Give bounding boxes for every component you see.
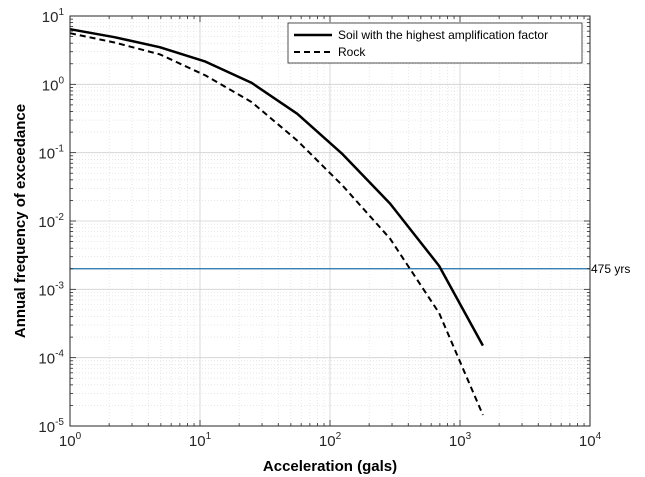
x-axis-label: Acceleration (gals)	[263, 458, 397, 475]
x-tick-label: 104	[579, 431, 602, 450]
y-axis-label: Annual frequency of exceedance	[12, 104, 29, 338]
tick-base: 10	[38, 214, 55, 231]
y-tick-label: 10-1	[38, 144, 64, 163]
tick-exponent: 2	[336, 431, 342, 442]
y-tick-label: 10-3	[38, 280, 64, 299]
legend-box	[287, 22, 583, 64]
legend: Soil with the highest amplification fact…	[287, 22, 583, 64]
tick-exponent: 3	[466, 431, 472, 442]
legend-label-rock: Rock	[338, 45, 366, 59]
tick-exponent: 1	[58, 7, 64, 18]
tick-exponent: 0	[58, 75, 64, 86]
tick-base: 10	[38, 146, 55, 163]
tick-exponent: -2	[55, 212, 64, 223]
tick-exponent: 1	[206, 431, 212, 442]
y-tick-label: 100	[42, 75, 65, 94]
x-tick-label: 103	[449, 431, 472, 450]
tick-marks	[69, 15, 591, 427]
tick-base: 10	[38, 351, 55, 368]
tick-base: 10	[189, 433, 206, 450]
tick-exponent: -3	[55, 280, 64, 291]
series-line-soil	[69, 27, 484, 347]
grid-lines	[70, 16, 590, 426]
tick-exponent: -1	[55, 144, 64, 155]
tick-base: 10	[319, 433, 336, 450]
x-tick-label: 102	[319, 431, 342, 450]
tick-base: 10	[59, 433, 76, 450]
x-tick-label: 100	[59, 431, 82, 450]
legend-label-soil: Soil with the highest amplification fact…	[338, 28, 548, 42]
series-group	[69, 27, 484, 416]
reference-line-label: 475 yrs	[591, 262, 630, 276]
tick-exponent: -5	[55, 417, 64, 428]
y-tick-label: 10-5	[38, 417, 64, 436]
tick-base: 10	[579, 433, 596, 450]
tick-exponent: -4	[55, 349, 64, 360]
tick-base: 10	[38, 419, 55, 436]
tick-base: 10	[42, 77, 59, 94]
y-tick-label: 10-4	[38, 349, 64, 368]
tick-base: 10	[449, 433, 466, 450]
tick-base: 10	[42, 9, 59, 26]
x-tick-labels: 100 101 102 103 104	[59, 431, 602, 450]
y-tick-label: 10-2	[38, 212, 64, 231]
tick-exponent: 4	[596, 431, 602, 442]
tick-exponent: 0	[76, 431, 82, 442]
series-line-rock	[69, 32, 484, 416]
x-tick-label: 101	[189, 431, 212, 450]
tick-base: 10	[38, 282, 55, 299]
y-tick-label: 101	[42, 7, 65, 26]
